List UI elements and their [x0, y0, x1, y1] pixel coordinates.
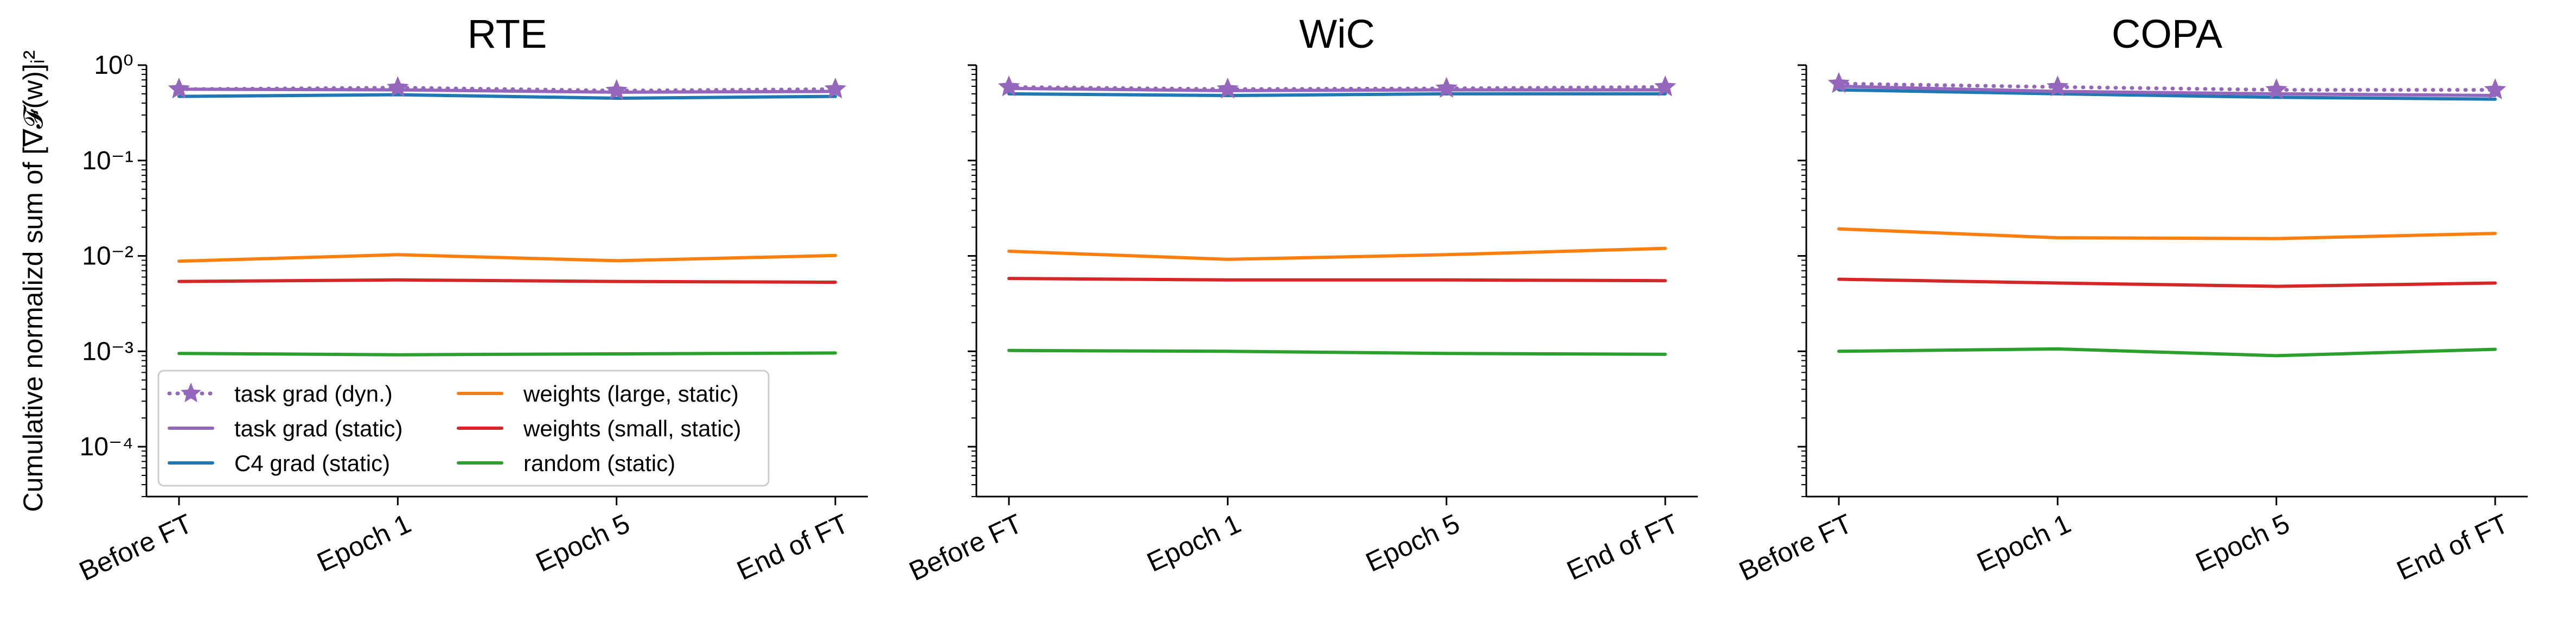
legend-entry: weights (small, static) — [457, 416, 741, 441]
y-tick-label: 10⁻⁴ — [80, 433, 133, 461]
series-line-task-grad-dyn- — [1837, 81, 2497, 92]
y-tick-label: 10⁰ — [94, 51, 133, 80]
x-tick-label: Before FT — [1735, 508, 1857, 587]
legend-label: task grad (static) — [234, 416, 402, 441]
series-line-weights-small-static- — [1837, 277, 2497, 288]
y-tick-label: 10⁻³ — [82, 337, 133, 366]
x-tick-label: End of FT — [1562, 508, 1683, 586]
chart-title: RTE — [468, 11, 547, 56]
series-line-random-static- — [1007, 348, 1667, 356]
x-tick-label: Epoch 1 — [1972, 508, 2075, 577]
star-marker — [998, 75, 1020, 97]
series-line-task-grad-static- — [1837, 85, 2497, 97]
legend: task grad (dyn.) task grad (static) C4 gra… — [157, 370, 770, 487]
star-marker — [2484, 78, 2507, 99]
x-tick-label: Epoch 5 — [531, 508, 634, 577]
y-tick-label: 10⁻² — [82, 242, 133, 271]
y-axis-label: Cumulative normalizd sum of [∇𝓕(w)]ᵢ² — [18, 50, 48, 512]
x-tick-label: Epoch 5 — [1361, 508, 1464, 577]
series-line-c4-grad-static- — [1837, 88, 2497, 101]
legend-label: task grad (dyn.) — [234, 381, 393, 406]
legend-entry: C4 grad (static) — [168, 450, 390, 476]
star-marker — [1827, 72, 1850, 93]
star-marker — [2047, 75, 2069, 97]
star-marker — [168, 78, 190, 99]
x-tick-label: End of FT — [2392, 508, 2513, 586]
legend-label: weights (small, static) — [523, 416, 741, 441]
x-tick-label: Before FT — [75, 508, 197, 587]
legend-entry: task grad (static) — [168, 416, 402, 441]
series-line-random-static- — [1837, 347, 2497, 358]
star-marker — [605, 79, 628, 100]
x-tick-label: Epoch 1 — [312, 508, 416, 577]
series-line-weights-small-static- — [1007, 277, 1667, 283]
star-marker — [1217, 78, 1239, 99]
x-tick-label: Epoch 5 — [2191, 508, 2294, 577]
series-line-c4-grad-static- — [177, 93, 837, 100]
series-line-weights-small-static- — [177, 278, 837, 284]
legend-entry: task grad (dyn.) — [167, 381, 393, 406]
series-line-random-static- — [177, 351, 837, 357]
x-tick-label: Before FT — [905, 508, 1027, 587]
legend-label: C4 grad (static) — [234, 450, 390, 476]
panel-copa: COPA Before FT Epoch 1 Epoch 5 End of FT — [1735, 11, 2528, 587]
series-line-weights-large-static- — [1837, 227, 2497, 240]
series-line-task-grad-dyn- — [1007, 85, 1667, 91]
chart-title: WiC — [1299, 11, 1375, 56]
legend-label: random (static) — [523, 450, 675, 476]
star-marker — [387, 76, 409, 97]
star-marker — [1435, 77, 1458, 98]
x-tick-label: End of FT — [732, 508, 853, 586]
series-line-task-grad-static- — [1007, 86, 1667, 92]
legend-star-marker — [181, 383, 201, 403]
chart-title: COPA — [2112, 11, 2223, 56]
y-tick-label: 10⁻¹ — [82, 147, 133, 175]
star-marker — [2265, 78, 2287, 99]
panel-wic: WiC Before FT Epoch 1 Epoch 5 End of FT — [905, 11, 1698, 587]
panel-rte: RTE 10⁻⁴ 10⁻³ 10⁻² 10⁻¹ 10⁰ Before FT Epoch 1 Ep… — [75, 11, 868, 587]
series-line-weights-large-static- — [177, 253, 837, 263]
series-line-c4-grad-static- — [1007, 92, 1667, 97]
x-tick-label: Epoch 1 — [1142, 508, 1245, 577]
series-line-task-grad-dyn- — [177, 86, 838, 93]
star-marker — [1654, 75, 1677, 97]
series-line-weights-large-static- — [1007, 246, 1667, 261]
legend-entry: weights (large, static) — [457, 381, 739, 406]
legend-entry: random (static) — [457, 450, 675, 476]
series-line-task-grad-static- — [177, 87, 837, 94]
star-marker — [824, 78, 847, 99]
legend-label: weights (large, static) — [523, 381, 739, 406]
